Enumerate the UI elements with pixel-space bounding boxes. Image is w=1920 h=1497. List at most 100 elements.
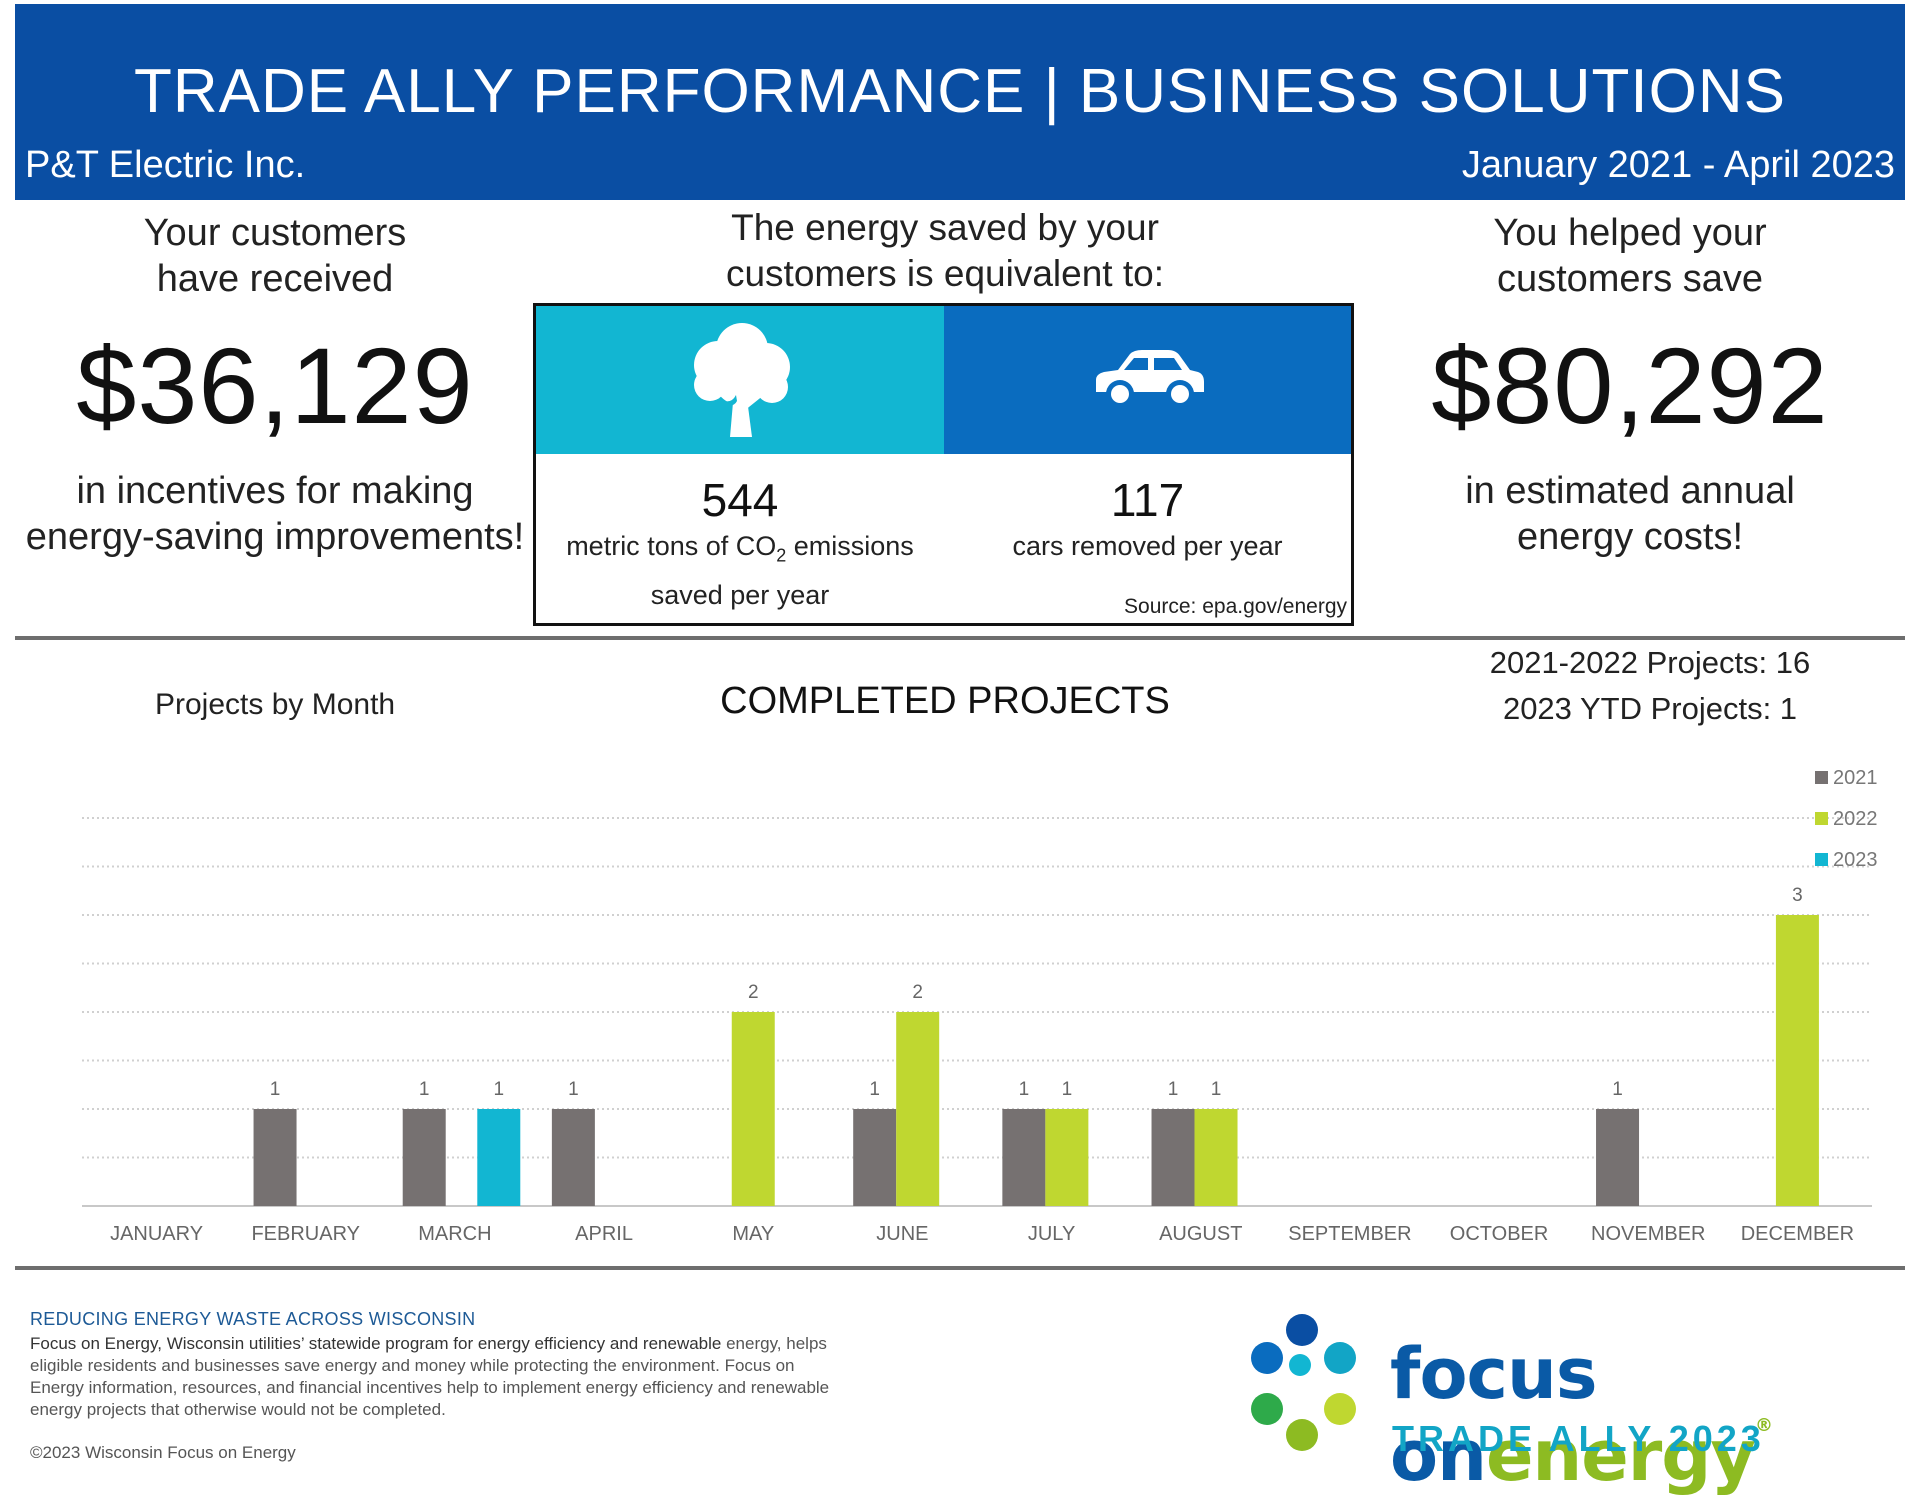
x-tick-label: JANUARY bbox=[110, 1223, 203, 1245]
incentives-outro-line2: energy-saving improvements! bbox=[25, 516, 525, 558]
x-tick-label: FEBRUARY bbox=[251, 1223, 360, 1245]
savings-intro-line1: You helped your bbox=[1493, 212, 1767, 254]
x-tick-label: DECEMBER bbox=[1741, 1223, 1854, 1245]
incentives-outro: in incentives for making energy-saving i… bbox=[15, 468, 535, 560]
footer-divider bbox=[15, 1266, 1905, 1270]
logo-word-on: on bbox=[1390, 1415, 1487, 1497]
footer-body-rest: energy, helps eligible residents and bus… bbox=[30, 1334, 830, 1419]
footer-copyright: ©2023 Wisconsin Focus on Energy bbox=[30, 1443, 296, 1462]
legend-swatch-2021 bbox=[1815, 771, 1828, 784]
logo-dot bbox=[1251, 1342, 1283, 1374]
car-icon bbox=[1095, 350, 1204, 408]
logo-wordmark: focus onenergy® bbox=[1390, 1333, 1890, 1497]
data-label: 1 bbox=[869, 1079, 880, 1100]
logo-dot bbox=[1286, 1419, 1318, 1451]
logo-tagline: TRADE ALLY 2023 bbox=[1392, 1418, 1765, 1459]
co2-equivalent: 544 metric tons of CO2 emissions saved p… bbox=[536, 474, 944, 615]
bar-2023-march bbox=[477, 1109, 521, 1206]
logo-dot bbox=[1251, 1393, 1283, 1425]
legend-label-2021: 2021 bbox=[1833, 767, 1878, 789]
data-label: 1 bbox=[1211, 1079, 1222, 1100]
footer-body-lead: Focus on Energy, Wisconsin utilities’ st… bbox=[30, 1334, 722, 1353]
savings-intro: You helped your customers save bbox=[1370, 210, 1890, 302]
logo-dot bbox=[1289, 1354, 1311, 1376]
savings-amount: $80,292 bbox=[1431, 325, 1829, 446]
source-note: Source: epa.gov/energy bbox=[1124, 595, 1347, 618]
data-label: 1 bbox=[270, 1079, 281, 1100]
focus-on-energy-logo: focus onenergy® TRADE ALLY 2023 bbox=[1240, 1305, 1890, 1497]
data-label: 1 bbox=[1019, 1079, 1030, 1100]
cars-equivalent: 117 cars removed per year bbox=[944, 474, 1351, 566]
incentives-amount: $36,129 bbox=[76, 325, 474, 446]
incentives-intro: Your customers have received bbox=[15, 210, 535, 302]
logo-dot bbox=[1324, 1342, 1356, 1374]
data-label: 1 bbox=[419, 1079, 430, 1100]
co2-description-line2: saved per year bbox=[650, 580, 830, 611]
savings-outro-line2: energy costs! bbox=[1517, 516, 1743, 558]
bar-2022-may bbox=[731, 1012, 775, 1206]
equivalent-title: The energy saved by your customers is eq… bbox=[535, 205, 1355, 297]
data-label: 3 bbox=[1792, 885, 1803, 906]
bar-2022-august bbox=[1194, 1109, 1238, 1206]
data-label: 2 bbox=[748, 982, 759, 1003]
legend-swatch-2022 bbox=[1815, 812, 1828, 825]
bar-2021-march bbox=[402, 1109, 446, 1206]
savings-outro: in estimated annual energy costs! bbox=[1370, 468, 1890, 560]
x-tick-label: MARCH bbox=[418, 1223, 491, 1245]
bar-2022-june bbox=[896, 1012, 940, 1206]
x-tick-label: OCTOBER bbox=[1450, 1223, 1549, 1245]
total-2021-2022: 2021-2022 Projects: 16 bbox=[1489, 645, 1811, 680]
co2-desc-subscript: 2 bbox=[776, 545, 787, 566]
x-tick-label: NOVEMBER bbox=[1591, 1223, 1705, 1245]
footer-body: Focus on Energy, Wisconsin utilities’ st… bbox=[30, 1333, 840, 1421]
x-tick-label: SEPTEMBER bbox=[1288, 1223, 1411, 1245]
logo-word-focus: focus bbox=[1390, 1333, 1598, 1415]
project-totals: 2021-2022 Projects: 16 2023 YTD Projects… bbox=[1450, 640, 1850, 732]
chart-subtitle: Projects by Month bbox=[155, 688, 396, 721]
header-banner: TRADE ALLY PERFORMANCE | BUSINESS SOLUTI… bbox=[15, 4, 1905, 200]
cars-description: cars removed per year bbox=[1012, 531, 1283, 561]
savings-panel: You helped your customers save $80,292 i… bbox=[1370, 210, 1890, 560]
incentives-intro-line2: have received bbox=[156, 258, 394, 300]
co2-value: 544 bbox=[701, 474, 779, 526]
company-name: P&T Electric Inc. bbox=[25, 144, 306, 186]
tree-tile bbox=[536, 306, 944, 454]
data-label: 1 bbox=[1612, 1079, 1623, 1100]
data-label: 1 bbox=[1062, 1079, 1073, 1100]
bar-2021-february bbox=[253, 1109, 297, 1206]
bar-2021-november bbox=[1596, 1109, 1640, 1206]
page-title: TRADE ALLY PERFORMANCE | BUSINESS SOLUTI… bbox=[134, 57, 1786, 126]
incentives-intro-line1: Your customers bbox=[143, 212, 407, 254]
data-label: 1 bbox=[568, 1079, 579, 1100]
incentives-outro-line1: in incentives for making bbox=[76, 470, 474, 512]
bar-2021-june bbox=[853, 1109, 897, 1206]
savings-intro-line2: customers save bbox=[1496, 258, 1764, 300]
equivalent-title-line2: customers is equivalent to: bbox=[725, 253, 1165, 294]
co2-desc-prefix: metric tons of CO bbox=[566, 531, 777, 561]
x-tick-label: AUGUST bbox=[1159, 1223, 1242, 1245]
logo-dots-icon bbox=[1251, 1314, 1356, 1451]
logo-word-energy: energy bbox=[1485, 1415, 1756, 1497]
co2-desc-suffix: emissions bbox=[786, 531, 914, 561]
bar-2022-july bbox=[1045, 1109, 1089, 1206]
date-range: January 2021 - April 2023 bbox=[1461, 144, 1895, 186]
section-divider bbox=[15, 636, 1905, 640]
legend-label-2022: 2022 bbox=[1833, 808, 1878, 830]
incentives-panel: Your customers have received $36,129 in … bbox=[15, 210, 535, 560]
chart-title: COMPLETED PROJECTS bbox=[720, 680, 1170, 722]
logo-dot bbox=[1324, 1393, 1356, 1425]
data-label: 1 bbox=[494, 1079, 505, 1100]
x-tick-label: JULY bbox=[1028, 1223, 1075, 1245]
bar-2021-august bbox=[1151, 1109, 1195, 1206]
bar-2021-april bbox=[551, 1109, 595, 1206]
projects-bar-chart: JANUARY 1 FEBRUARY 1 1 MARCH 1 APRIL 2 MAY 1 2 JUNE 1… bbox=[82, 767, 1878, 1245]
equivalent-box: 544 metric tons of CO2 emissions saved p… bbox=[533, 303, 1354, 626]
data-label: 2 bbox=[912, 982, 923, 1003]
equivalent-title-line1: The energy saved by your bbox=[731, 207, 1159, 248]
x-tick-label: APRIL bbox=[575, 1223, 633, 1245]
x-tick-label: MAY bbox=[732, 1223, 774, 1245]
footer-heading: REDUCING ENERGY WASTE ACROSS WISCONSIN bbox=[30, 1309, 476, 1329]
car-tile bbox=[944, 306, 1351, 454]
x-tick-label: JUNE bbox=[876, 1223, 928, 1245]
tree-icon bbox=[694, 323, 790, 437]
